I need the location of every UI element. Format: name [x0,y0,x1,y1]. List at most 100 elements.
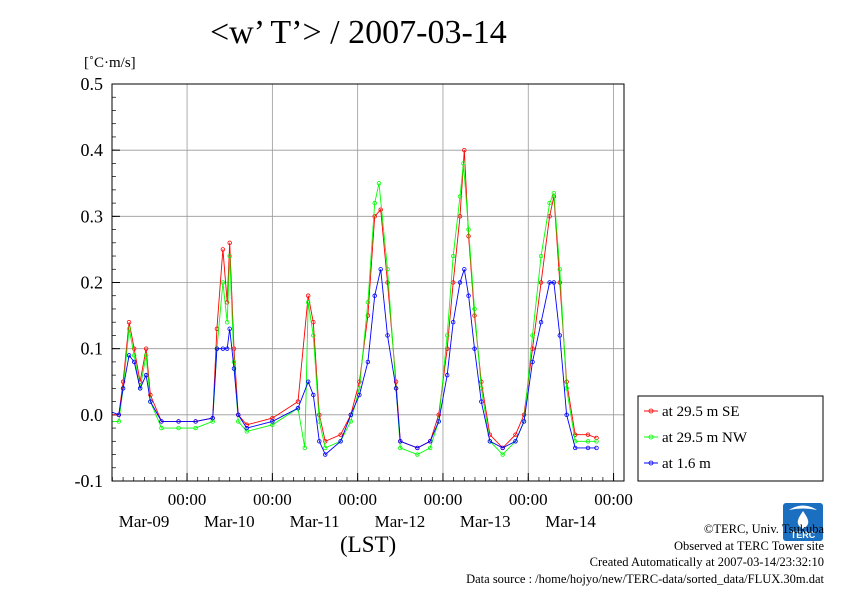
data-point [551,190,557,196]
data-point [513,439,518,444]
data-point [415,445,420,451]
data-point [385,267,390,272]
data-point [210,415,215,421]
data-point [521,412,527,418]
x-tick-date-label: Mar-11 [290,512,340,531]
data-point [451,253,456,259]
series-0 [112,147,599,451]
data-point [585,432,591,437]
x-axis-label: (LST) [340,532,397,557]
data-point [193,425,198,431]
data-point [220,247,226,252]
series-line [112,269,597,456]
data-point [116,412,122,418]
data-point [445,346,450,351]
y-tick-label: 0.0 [81,405,104,425]
data-point [451,320,456,325]
data-point [244,425,249,431]
y-tick-label: 0.3 [81,206,104,226]
data-point [462,267,467,272]
y-tick-label: -0.1 [75,471,104,491]
y-tick-label: 0.1 [81,339,104,359]
data-point [231,366,237,371]
data-point [323,452,328,457]
y-tick-label: 0.2 [81,273,104,293]
footer-created: Created Automatically at 2007-03-14/23:3… [589,555,824,569]
data-point [372,293,377,298]
data-point [236,412,241,418]
data-point [365,300,371,305]
data-point [317,419,322,424]
data-point [311,392,316,398]
data-point [159,419,164,424]
data-point [220,280,226,285]
x-tick-date-label: Mar-14 [545,512,596,531]
data-point [305,293,311,298]
data-point [461,161,466,166]
data-point [479,379,484,384]
data-point [479,399,484,404]
footer-copyright: ©TERC, Univ. Tsukuba [703,522,824,536]
terc-logo-icon: TERC [783,503,823,541]
data-point [131,346,137,351]
data-point [143,346,149,351]
data-point [365,313,371,318]
data-point [538,320,544,325]
logo-text: TERC [791,530,816,540]
data-point [457,194,463,199]
y-tick-label: 0.5 [81,74,104,94]
data-point [295,406,301,411]
data-point [143,353,149,358]
data-point [120,379,126,384]
data-point [427,445,433,451]
data-point [436,412,441,418]
data-point [538,253,544,259]
data-point [445,372,450,378]
data-point [317,439,322,444]
data-point [372,214,377,219]
data-point [338,439,343,444]
data-point [143,372,149,378]
data-point [104,413,108,417]
series-2 [112,267,599,457]
chart-title: <w’ T’> / 2007-03-14 [210,14,507,51]
data-point [398,445,403,451]
data-point [137,386,143,391]
data-point [365,359,371,365]
data-point [398,439,403,444]
data-point [427,439,433,444]
data-point [521,419,527,424]
data-point [466,227,471,232]
data-point [378,267,383,272]
y-tick-label: 0.4 [81,140,104,160]
data-point [572,445,578,451]
data-point [564,386,569,391]
data-point [126,320,132,325]
data-point [457,214,463,219]
data-point [295,399,301,404]
data-point [224,320,230,325]
data-point [214,346,220,351]
legend-label: at 29.5 m SE [662,404,740,420]
x-tick-time-label: 00:00 [253,490,292,509]
data-point [220,346,226,351]
data-point [224,346,230,351]
data-point [557,267,563,272]
data-point [227,326,232,332]
data-point [547,280,552,285]
data-point [302,445,307,451]
legend-label: at 29.5 m NW [662,430,748,446]
data-point [472,306,477,312]
data-point [457,280,463,285]
data-point [585,445,591,451]
data-point [148,399,153,404]
data-point [357,379,362,384]
data-point [572,432,578,437]
data-point [385,280,390,285]
data-point [557,280,563,285]
data-point [462,147,467,153]
data-point [311,333,316,338]
data-point [372,200,377,206]
series-line [112,150,597,449]
